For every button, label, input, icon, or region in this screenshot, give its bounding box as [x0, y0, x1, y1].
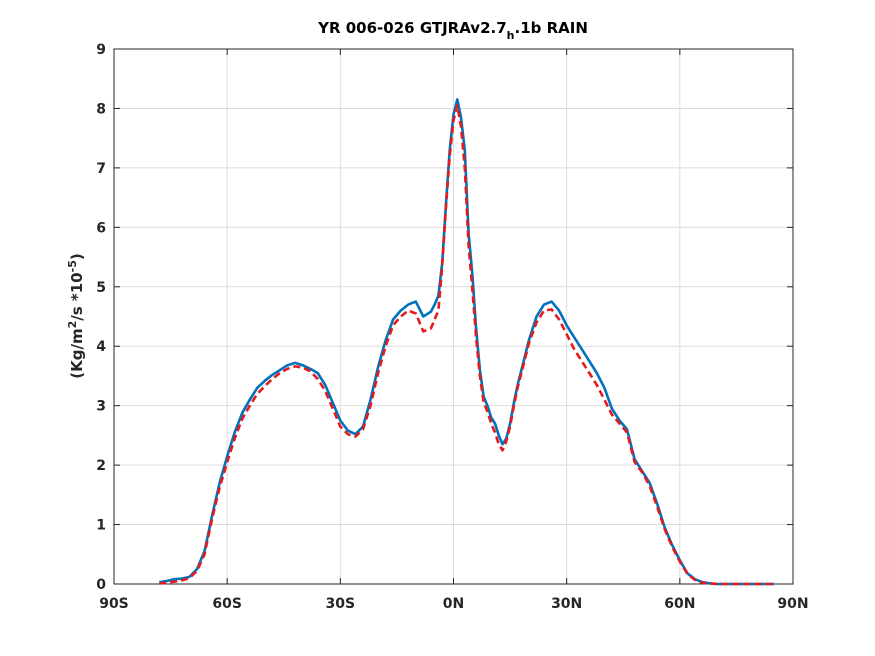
- y-tick-label: 6: [96, 220, 106, 236]
- x-tick-label: 60N: [664, 596, 695, 612]
- x-tick-label: 60S: [212, 596, 242, 612]
- chart-title: YR 006-026 GTJRAv2.7h.1b RAIN: [317, 19, 588, 42]
- series-line-solid: [159, 98, 775, 586]
- y-tick-label: 5: [96, 280, 106, 296]
- y-axis-label: (Kg/m2/s *10-5): [66, 253, 86, 378]
- y-tick-label: 0: [96, 577, 106, 593]
- series-line-dashed: [159, 104, 775, 586]
- tick-layer: 90S 60S 30S 0N 30N 60N 90N 0 1 2 3 4 5 6 7 8 9: [96, 42, 808, 612]
- x-tick-label: 30S: [326, 596, 356, 612]
- x-tick-label: 0N: [443, 596, 464, 612]
- x-tick-label: 30N: [551, 596, 582, 612]
- y-tick-label: 3: [96, 399, 106, 415]
- y-tick-label: 2: [96, 458, 106, 474]
- y-tick-label: 9: [96, 42, 106, 58]
- y-tick-label: 1: [96, 518, 106, 534]
- y-tick-label: 4: [96, 339, 106, 355]
- y-tick-label: 7: [96, 161, 106, 177]
- x-tick-label: 90N: [777, 596, 808, 612]
- series-layer: [159, 98, 775, 586]
- y-tick-label: 8: [96, 101, 106, 117]
- x-tick-label: 90S: [99, 596, 129, 612]
